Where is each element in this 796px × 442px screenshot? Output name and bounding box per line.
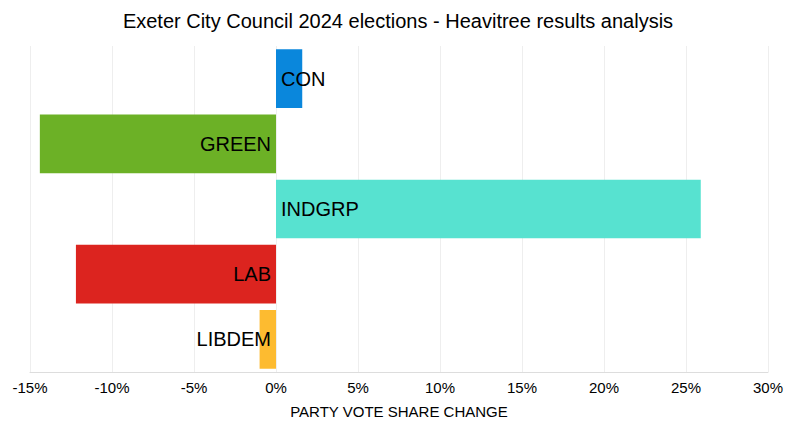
svg-text:-5%: -5% bbox=[181, 379, 208, 396]
svg-text:CON: CON bbox=[281, 68, 325, 90]
svg-text:Exeter City Council 2024 elect: Exeter City Council 2024 elections - Hea… bbox=[123, 10, 673, 32]
svg-text:10%: 10% bbox=[425, 379, 455, 396]
svg-text:25%: 25% bbox=[671, 379, 701, 396]
svg-text:-10%: -10% bbox=[94, 379, 129, 396]
svg-text:0%: 0% bbox=[265, 379, 287, 396]
svg-text:20%: 20% bbox=[589, 379, 619, 396]
svg-text:INDGRP: INDGRP bbox=[281, 198, 359, 220]
svg-text:PARTY VOTE SHARE CHANGE: PARTY VOTE SHARE CHANGE bbox=[290, 403, 508, 420]
svg-text:15%: 15% bbox=[507, 379, 537, 396]
svg-text:LAB: LAB bbox=[233, 263, 271, 285]
svg-text:30%: 30% bbox=[753, 379, 783, 396]
svg-text:GREEN: GREEN bbox=[200, 133, 271, 155]
svg-text:-15%: -15% bbox=[12, 379, 47, 396]
svg-text:5%: 5% bbox=[347, 379, 369, 396]
svg-text:LIBDEM: LIBDEM bbox=[197, 328, 271, 350]
